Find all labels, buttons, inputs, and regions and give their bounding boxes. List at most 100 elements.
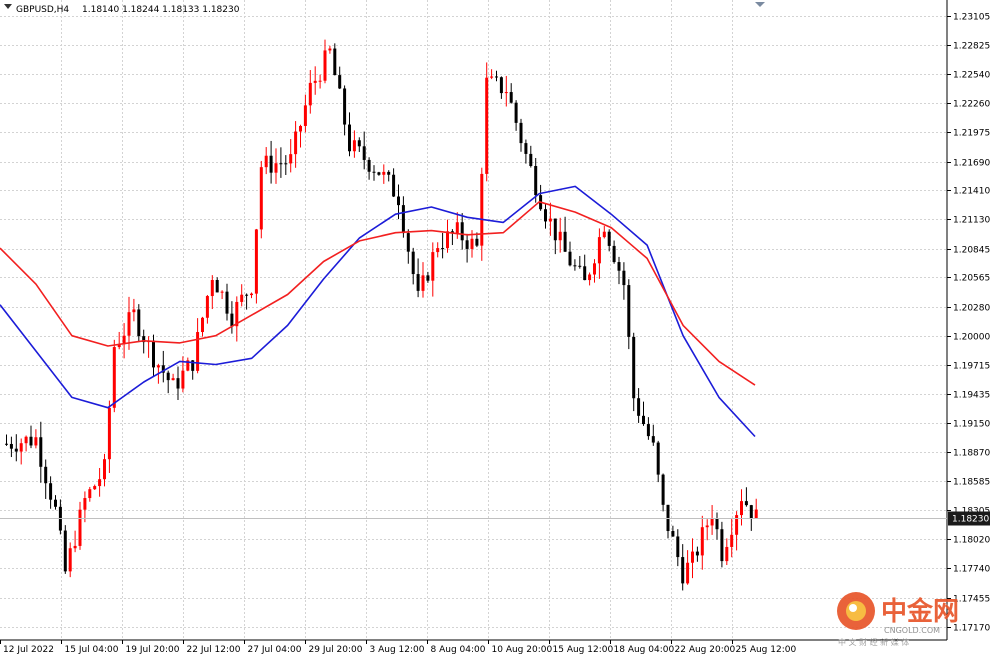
x-tick-label: 8 Aug 04:00: [431, 645, 486, 655]
candle-body: [686, 562, 690, 584]
candle-body: [607, 231, 611, 246]
candle-body: [617, 262, 621, 271]
candle-body: [343, 88, 347, 125]
candle-body: [705, 525, 709, 528]
watermark-tagline: 中 文 财 经 新 媒 体: [838, 637, 909, 647]
candle-body: [602, 231, 606, 238]
candle-body: [318, 80, 322, 82]
candle-body: [259, 167, 263, 230]
candle-body: [715, 518, 719, 530]
candle-body: [622, 270, 626, 286]
y-tick-label: 1.20845: [953, 246, 990, 256]
candle-body: [338, 75, 342, 89]
symbol-menu-triangle-icon[interactable]: [4, 4, 12, 9]
x-tick-label: 25 Aug 12:00: [736, 645, 797, 655]
candle-body: [730, 534, 734, 547]
candle-body: [14, 448, 18, 452]
chart-shift-marker-icon[interactable]: [755, 2, 765, 7]
candle-body: [480, 173, 484, 246]
candle-body: [421, 275, 425, 291]
candle-body: [470, 238, 474, 249]
candle-body: [362, 146, 366, 160]
candle-body: [671, 531, 675, 537]
candle-body: [205, 296, 209, 318]
candle-body: [152, 340, 155, 368]
ma-line-blue: [0, 185, 756, 438]
candle-body: [289, 154, 293, 164]
candle-body: [553, 218, 557, 241]
y-tick-label: 1.20280: [953, 304, 990, 314]
y-tick-label: 1.21410: [953, 187, 990, 197]
candle-body: [372, 171, 376, 173]
candle-body: [357, 140, 361, 147]
y-tick-label: 1.19150: [953, 420, 990, 430]
candle-body: [568, 251, 572, 266]
candle-body: [504, 92, 508, 94]
candle-body: [240, 294, 244, 302]
candle-body: [348, 124, 351, 152]
candle-body: [749, 505, 753, 519]
candle-body: [166, 372, 170, 381]
candle-body: [24, 436, 28, 444]
candle-body: [637, 398, 641, 416]
candle-body: [514, 102, 518, 123]
candle-body: [98, 479, 102, 487]
candle-body: [406, 233, 410, 252]
watermark-brand: 中金网: [881, 596, 959, 627]
y-tick-label: 1.17455: [953, 595, 990, 605]
candle-body: [220, 291, 224, 293]
candle-body: [401, 205, 405, 234]
candle-body: [201, 317, 204, 333]
candle-body: [524, 143, 528, 154]
candle-body: [632, 336, 636, 399]
candle-body: [446, 231, 449, 249]
candle-body: [436, 248, 440, 253]
candle-body: [9, 443, 13, 449]
candle-body: [230, 313, 234, 327]
candle-body: [465, 240, 469, 249]
y-tick-label: 1.20565: [953, 274, 990, 284]
y-tick-label: 1.22540: [953, 71, 990, 81]
candle-body: [490, 76, 494, 78]
candle-body: [29, 436, 33, 446]
candle-body: [397, 196, 400, 206]
candle-body: [210, 279, 214, 297]
candle-body: [83, 498, 87, 510]
current-price-tag: [948, 511, 990, 526]
x-tick-label: 22 Aug 20:00: [675, 645, 736, 655]
candle-body: [529, 153, 533, 167]
candle-body: [485, 77, 489, 174]
moving-averages: [0, 185, 756, 438]
candle-body: [235, 301, 239, 327]
candle-body: [176, 378, 180, 389]
candle-body: [700, 527, 704, 556]
candle-body: [431, 252, 435, 281]
x-tick-label: 12 Jul 2022: [3, 645, 54, 655]
candle-body: [735, 515, 739, 535]
candle-body: [299, 125, 302, 132]
candle-body: [563, 231, 567, 252]
x-tick-label: 3 Aug 12:00: [370, 645, 425, 655]
y-tick-label: 1.21690: [953, 159, 990, 169]
candle-body: [5, 443, 8, 445]
candle-body: [573, 265, 577, 267]
candle-body: [387, 171, 391, 175]
grid: [0, 0, 947, 640]
candle-body: [303, 105, 307, 126]
candle-body: [681, 557, 685, 584]
candle-body: [720, 529, 724, 562]
candle-body: [191, 360, 195, 371]
candle-body: [161, 365, 165, 373]
candle-body: [612, 245, 616, 263]
candle-body: [651, 436, 655, 443]
ohlc-values: 1.18140 1.18244 1.18133 1.18230: [82, 5, 240, 15]
candle-body: [103, 459, 106, 480]
candle-body: [34, 437, 38, 446]
candle-body: [225, 291, 229, 314]
candle-body: [279, 163, 283, 165]
y-tick-label: 1.18585: [953, 478, 990, 488]
candle-body: [117, 344, 121, 348]
candle-body: [308, 82, 312, 106]
